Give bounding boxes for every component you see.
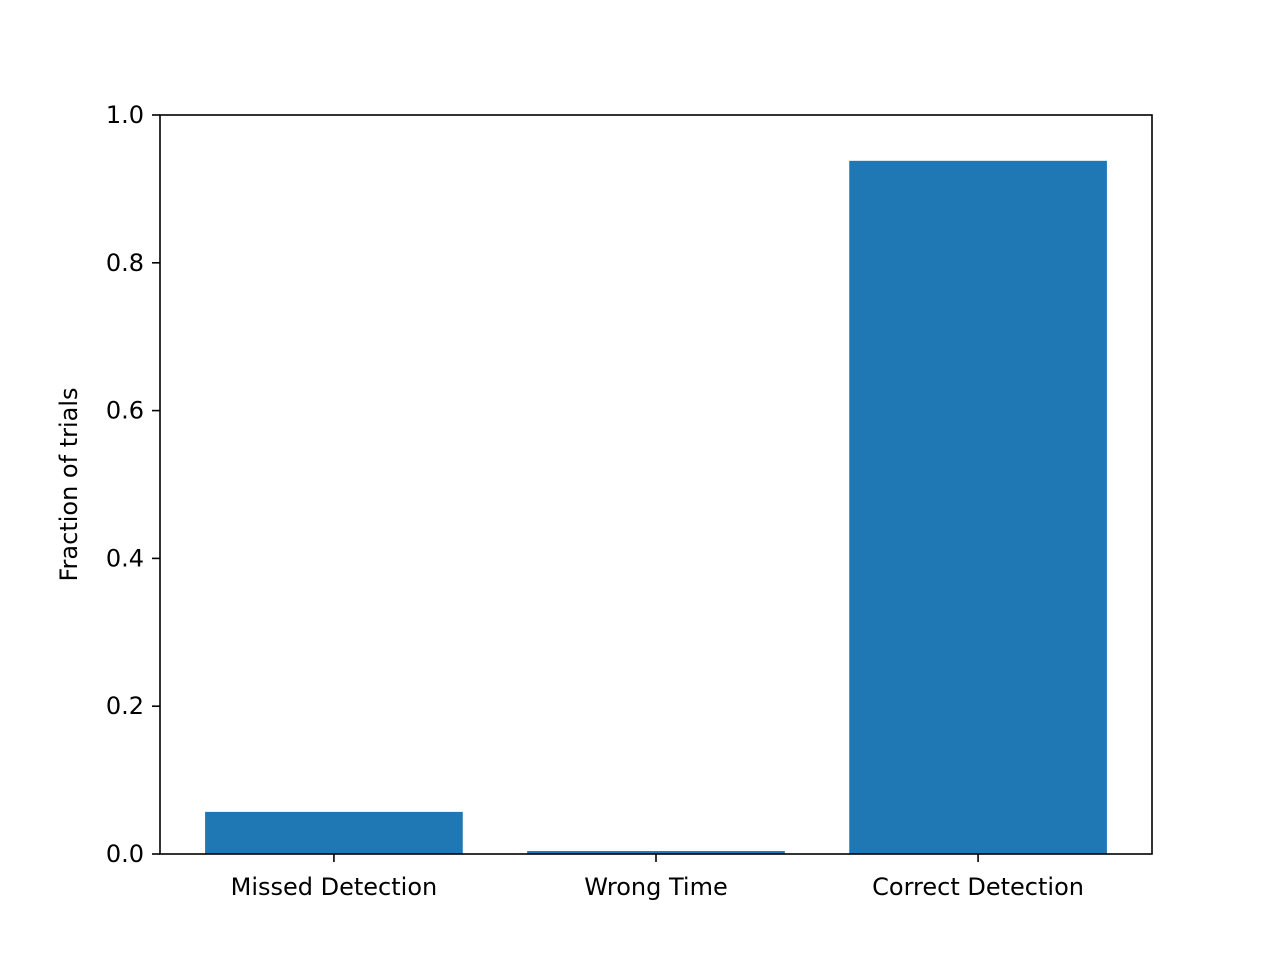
x-axis: Missed Detection Wrong Time Correct Detect… [231, 854, 1084, 901]
bar-missed-detection [205, 811, 463, 854]
x-tick-label: Missed Detection [231, 873, 438, 901]
x-tick-label: Wrong Time [584, 873, 727, 901]
y-tick-label: 0.0 [106, 840, 144, 868]
x-tick-label: Correct Detection [872, 873, 1084, 901]
y-tick-label: 0.6 [106, 397, 144, 425]
bars-layer [205, 160, 1107, 854]
bar-wrong-time [527, 851, 785, 854]
y-tick-label: 1.0 [106, 101, 144, 129]
y-axis-label: Fraction of trials [55, 387, 83, 581]
bar-correct-detection [849, 160, 1107, 854]
y-tick-label: 0.2 [106, 692, 144, 720]
y-tick-label: 0.4 [106, 544, 144, 572]
y-tick-label: 0.8 [106, 249, 144, 277]
y-axis: 0.0 0.2 0.4 0.6 0.8 1.0 [106, 101, 160, 868]
